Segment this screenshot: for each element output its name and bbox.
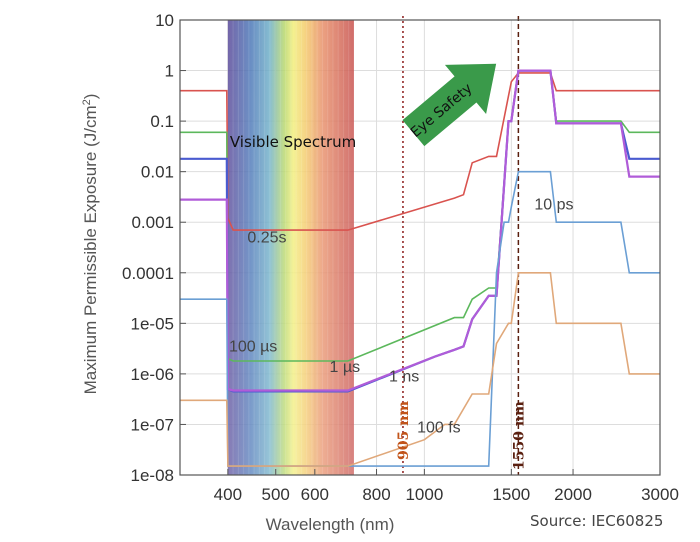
marker-label-905: 905 nm [396, 401, 412, 460]
y-tick-label: 1 [165, 62, 174, 81]
source-note: Source: IEC60825 [530, 512, 664, 530]
x-tick-label: 800 [362, 485, 390, 504]
series-line [180, 69, 660, 362]
y-tick-label: 10 [155, 11, 174, 30]
x-tick-label: 400 [214, 485, 242, 504]
y-tick-label: 1e-06 [131, 365, 174, 384]
series-line [180, 69, 660, 392]
series-label: 0.25s [247, 229, 286, 246]
series-label: 10 ps [534, 196, 573, 213]
axis-ticks: 10 1 0.1 0.01 0.001 0.0001 1e-05 1e-06 1e-07 1e-0… [122, 11, 679, 504]
y-tick-label: 0.1 [150, 112, 174, 131]
x-tick-label: 3000 [641, 485, 679, 504]
x-tick-label: 1500 [492, 485, 530, 504]
x-axis-title: Wavelength (nm) [266, 515, 395, 534]
x-tick-label: 600 [301, 485, 329, 504]
series-line [180, 72, 660, 231]
series-label: 100 fs [417, 419, 461, 436]
eye-safety-arrow: Eye Safety [402, 63, 497, 147]
series-lines [180, 69, 660, 467]
eye-safety-arrow-shape [402, 63, 497, 147]
series-label: 1 ns [389, 369, 419, 386]
visible-spectrum-label: Visible Spectrum [230, 133, 356, 151]
plot-frame [179, 19, 661, 476]
visible-spectrum-band [227, 20, 354, 475]
y-tick-label: 0.01 [141, 163, 174, 182]
marker-label-1550: 1550 nm [511, 401, 527, 470]
y-tick-label: 1e-05 [131, 314, 174, 333]
y-tick-label: 0.001 [131, 213, 174, 232]
wavelength-markers [402, 16, 520, 475]
annotations: Visible Spectrum 905 nm 1550 nm 0.25s 100 µs… [229, 63, 574, 470]
plot-border [179, 19, 661, 476]
y-tick-label: 0.0001 [122, 264, 174, 283]
x-tick-label: 2000 [554, 485, 592, 504]
y-tick-label: 1e-07 [131, 415, 174, 434]
series-line [180, 271, 660, 467]
x-tick-label: 500 [262, 485, 290, 504]
series-label: 100 µs [229, 338, 277, 355]
x-tick-label: 1000 [405, 485, 443, 504]
visible-spectrum-fade [227, 20, 354, 475]
y-axis-title: Maximum Permissible Exposure (J/cm2) [81, 94, 100, 395]
series-label: 1 µs [330, 359, 361, 376]
y-tick-label: 1e-08 [131, 466, 174, 485]
